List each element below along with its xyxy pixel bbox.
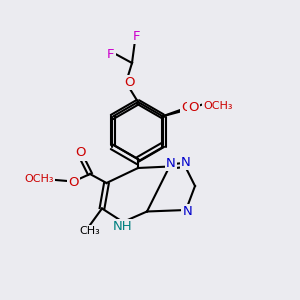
- Text: O: O: [188, 101, 199, 114]
- Text: N: N: [181, 155, 191, 169]
- Text: CH₃: CH₃: [80, 226, 100, 236]
- Text: N: N: [166, 157, 176, 170]
- Text: O: O: [68, 176, 79, 190]
- Text: OCH₃: OCH₃: [25, 173, 54, 184]
- Text: OCH₃: OCH₃: [203, 101, 233, 111]
- Text: O: O: [182, 101, 192, 114]
- Text: F: F: [107, 47, 115, 61]
- Text: N: N: [183, 205, 192, 218]
- Text: F: F: [133, 29, 140, 43]
- Text: O: O: [76, 146, 86, 160]
- Text: NH: NH: [113, 220, 133, 233]
- Text: O: O: [124, 76, 134, 89]
